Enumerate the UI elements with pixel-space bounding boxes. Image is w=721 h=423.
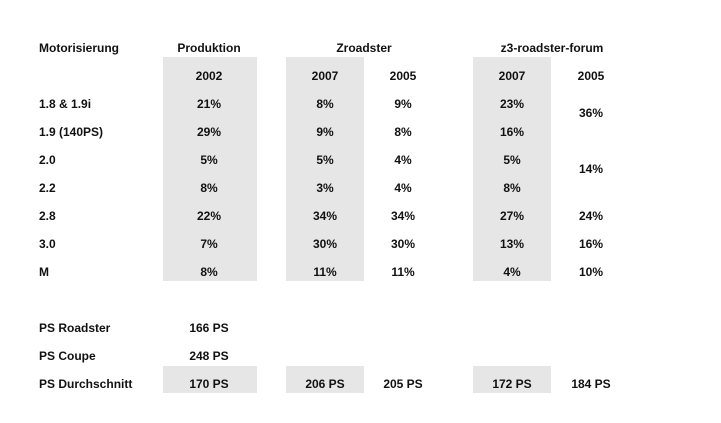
ps-avg-forum-2007: 172 PS bbox=[492, 377, 532, 391]
produktion-value: 5% bbox=[200, 153, 218, 167]
zroadster-2007-value: 8% bbox=[316, 97, 334, 111]
zroadster-2005-value: 8% bbox=[394, 125, 412, 139]
year-forum-2007: 2007 bbox=[498, 69, 526, 83]
produktion-value: 7% bbox=[200, 237, 218, 251]
zroadster-2005-value: 9% bbox=[394, 97, 412, 111]
forum-2007-value: 16% bbox=[499, 125, 525, 139]
engine-label: 2.8 bbox=[39, 209, 56, 223]
forum-2005-value: 10% bbox=[578, 265, 604, 279]
produktion-shade bbox=[163, 57, 257, 281]
engine-label: 1.9 (140PS) bbox=[39, 125, 104, 139]
zroadster-2005-value: 4% bbox=[394, 153, 412, 167]
produktion-value: 8% bbox=[200, 181, 218, 195]
forum-2007-value: 13% bbox=[499, 237, 525, 251]
zroadster-2007-value: 3% bbox=[316, 181, 334, 195]
forum-2005-value: 16% bbox=[578, 237, 604, 251]
ps-avg-forum-2005: 184 PS bbox=[571, 377, 611, 391]
forum-2007-value: 4% bbox=[503, 265, 521, 279]
produktion-value: 8% bbox=[200, 265, 218, 279]
ps-roadster-label: PS Roadster bbox=[39, 321, 111, 335]
header-zroadster: Zroadster bbox=[336, 41, 392, 55]
forum-2005-value: 24% bbox=[578, 209, 604, 223]
forum-2007-value: 5% bbox=[503, 153, 521, 167]
year-zroadster-2005: 2005 bbox=[389, 69, 417, 83]
produktion-value: 22% bbox=[196, 209, 222, 223]
ps-avg-forum-shade bbox=[473, 366, 551, 393]
zroadster-2007-value: 30% bbox=[312, 237, 338, 251]
ps-roadster-value: 166 PS bbox=[189, 321, 229, 335]
ps-avg-label: PS Durchschnitt bbox=[39, 377, 133, 391]
ps-avg-zroadster-2005: 205 PS bbox=[383, 377, 423, 391]
zroadster-2005-value: 11% bbox=[391, 265, 415, 279]
produktion-value: 21% bbox=[196, 97, 222, 111]
zroadster-2007-shade bbox=[286, 57, 364, 281]
ps-avg-produktion-shade bbox=[163, 366, 257, 393]
engine-label: M bbox=[39, 265, 49, 279]
forum-2005-merged-value: 14% bbox=[578, 162, 604, 176]
forum-2007-value: 8% bbox=[503, 181, 521, 195]
produktion-value: 29% bbox=[196, 125, 222, 139]
zroadster-2007-value: 34% bbox=[312, 209, 338, 223]
year-forum-2005: 2005 bbox=[577, 69, 605, 83]
year-produktion: 2002 bbox=[195, 69, 223, 83]
engine-label: 1.8 & 1.9i bbox=[39, 97, 92, 111]
ps-coupe-label: PS Coupe bbox=[39, 349, 96, 363]
header-forum: z3-roadster-forum bbox=[500, 41, 604, 55]
engine-label: 2.2 bbox=[39, 181, 56, 195]
year-zroadster-2007: 2007 bbox=[311, 69, 339, 83]
ps-avg-zroadster-2007: 206 PS bbox=[305, 377, 345, 391]
zroadster-2005-value: 30% bbox=[390, 237, 416, 251]
ps-avg-produktion: 170 PS bbox=[189, 377, 229, 391]
header-produktion: Produktion bbox=[177, 41, 241, 55]
forum-2005-merged-value: 36% bbox=[578, 106, 604, 120]
forum-2007-value: 27% bbox=[499, 209, 525, 223]
zroadster-2007-value: 9% bbox=[316, 125, 334, 139]
engine-label: 2.0 bbox=[39, 153, 56, 167]
header-motorisierung: Motorisierung bbox=[39, 41, 119, 55]
forum-2007-shade bbox=[473, 57, 551, 281]
zroadster-2007-value: 11% bbox=[313, 265, 337, 279]
zroadster-2007-value: 5% bbox=[316, 153, 334, 167]
zroadster-2005-value: 4% bbox=[394, 181, 412, 195]
ps-coupe-value: 248 PS bbox=[189, 349, 229, 363]
engine-label: 3.0 bbox=[39, 237, 56, 251]
zroadster-2005-value: 34% bbox=[390, 209, 416, 223]
ps-avg-zroadster-shade bbox=[286, 366, 364, 393]
forum-2007-value: 23% bbox=[499, 97, 525, 111]
